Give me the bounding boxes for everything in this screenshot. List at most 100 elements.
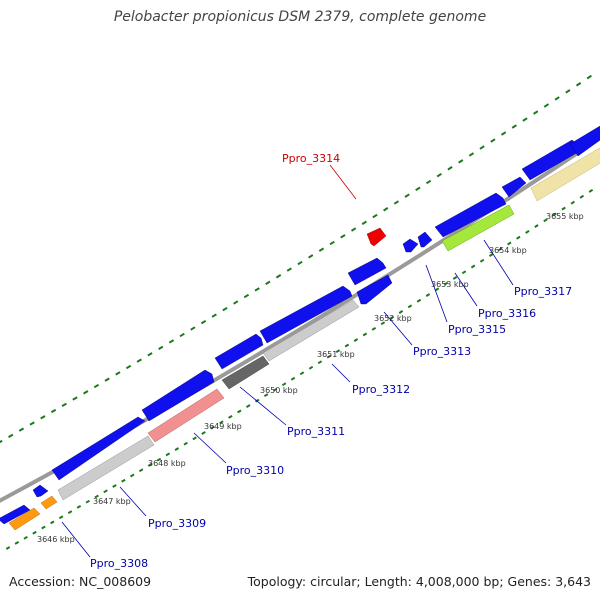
gene-feature[interactable] (214, 333, 264, 370)
tick-mark (136, 358, 142, 363)
tick-mark (286, 267, 292, 272)
leader-line (331, 363, 351, 383)
tick-mark (192, 436, 197, 441)
tick-mark (112, 484, 117, 488)
tick-mark (443, 281, 449, 286)
gene-label-ppro-3317[interactable]: Ppro_3317 (514, 285, 572, 298)
leader-line (483, 239, 514, 286)
gene-feature[interactable] (259, 285, 353, 344)
tick-mark (168, 339, 175, 344)
tick-mark (543, 218, 548, 223)
gene-feature[interactable] (40, 495, 58, 510)
tick-mark (61, 402, 67, 407)
gene-label-ppro-3309[interactable]: Ppro_3309 (148, 517, 206, 530)
tick-mark (156, 457, 162, 462)
leader-line (383, 311, 413, 346)
tick-mark (361, 220, 367, 226)
tick-mark (393, 200, 400, 205)
gene-feature[interactable] (569, 120, 600, 157)
gene-label-ppro-3311[interactable]: Ppro_3311 (287, 425, 345, 438)
tick-mark (522, 117, 528, 122)
tick-mark (516, 235, 521, 240)
tick-mark (254, 398, 260, 403)
tick-mark (200, 319, 207, 325)
gene-feature[interactable] (8, 507, 41, 531)
tick-mark (507, 241, 512, 246)
gene-label-ppro-3312[interactable]: Ppro_3312 (352, 383, 410, 396)
gene-feature[interactable] (434, 192, 507, 238)
reverse-strand-genes[interactable] (8, 142, 600, 531)
tick-mark (416, 298, 422, 303)
tick-mark (554, 96, 560, 101)
tick-mark (335, 349, 341, 354)
tick-mark (415, 186, 421, 192)
kbp-tick-label: 3654 kbp (489, 246, 527, 255)
tick-mark (436, 172, 442, 178)
tick-mark (350, 227, 357, 232)
tick-mark (125, 364, 132, 370)
gene-feature[interactable] (32, 484, 49, 498)
gene-feature[interactable] (57, 435, 155, 501)
gene-label-ppro-3316[interactable]: Ppro_3316 (478, 307, 536, 320)
tick-mark (14, 541, 20, 545)
gene-label-ppro-3314[interactable]: Ppro_3314 (282, 152, 340, 165)
tick-mark (254, 287, 260, 292)
tick-mark (329, 240, 335, 246)
tick-mark (383, 207, 389, 212)
tick-mark (579, 194, 585, 199)
gene-feature[interactable] (221, 355, 270, 390)
gene-feature[interactable] (51, 416, 146, 481)
tick-mark (158, 345, 164, 350)
tick-mark (561, 206, 566, 211)
gene-feature[interactable] (347, 257, 387, 286)
gene-feature[interactable] (417, 231, 433, 248)
tick-mark (371, 326, 377, 331)
tick-mark (281, 382, 287, 387)
leader-line (61, 521, 91, 558)
gene-feature[interactable] (501, 176, 527, 198)
leader-line (193, 432, 227, 464)
tick-mark (272, 387, 278, 392)
gene-feature[interactable] (262, 299, 360, 362)
gene-labels[interactable]: Ppro_3308 Ppro_3309 Ppro_3310 Ppro_3311 … (90, 152, 572, 570)
tick-mark (40, 415, 46, 420)
kbp-scale: 3646 kbp 3647 kbp 3648 kbp 3649 kbp 3650… (37, 212, 584, 544)
gene-label-ppro-3308[interactable]: Ppro_3308 (90, 557, 148, 570)
kbp-tick-label: 3655 kbp (546, 212, 584, 221)
gene-feature[interactable] (530, 142, 600, 202)
gene-feature[interactable] (356, 274, 393, 305)
tick-mark (93, 383, 100, 389)
tick-mark (543, 103, 550, 108)
genome-info-label: Topology: circular; Length: 4,008,000 bp… (247, 574, 591, 589)
tick-mark (308, 254, 314, 259)
tick-mark (340, 234, 346, 239)
forward-strand-genes[interactable] (0, 120, 600, 525)
gene-label-ppro-3310[interactable]: Ppro_3310 (226, 464, 284, 477)
gene-feature[interactable] (141, 369, 215, 422)
gene-feature[interactable] (0, 504, 31, 525)
gene-feature[interactable] (147, 388, 225, 443)
tick-mark (588, 188, 594, 193)
outer-tick-ring (0, 74, 592, 444)
gene-label-ppro-3315[interactable]: Ppro_3315 (448, 323, 506, 336)
tick-mark (290, 376, 296, 381)
label-leader-lines (61, 164, 514, 558)
tick-mark (389, 315, 395, 320)
map-title: Pelobacter propionicus DSM 2379, complet… (113, 9, 487, 25)
tick-mark (245, 404, 251, 408)
gene-feature[interactable] (441, 204, 515, 252)
tick-mark (565, 89, 571, 94)
tick-mark (586, 74, 592, 80)
tick-mark (228, 414, 233, 419)
tick-mark (479, 145, 485, 150)
tick-mark (67, 510, 73, 514)
gene-feature[interactable] (402, 238, 419, 253)
tick-mark (94, 494, 99, 499)
leader-line (425, 264, 448, 323)
highlight-gene-ppro-3314[interactable] (366, 227, 387, 247)
gene-label-ppro-3313[interactable]: Ppro_3313 (413, 345, 471, 358)
tick-mark (552, 212, 557, 217)
kbp-tick-label: 3647 kbp (93, 497, 131, 506)
tick-mark (265, 280, 271, 286)
